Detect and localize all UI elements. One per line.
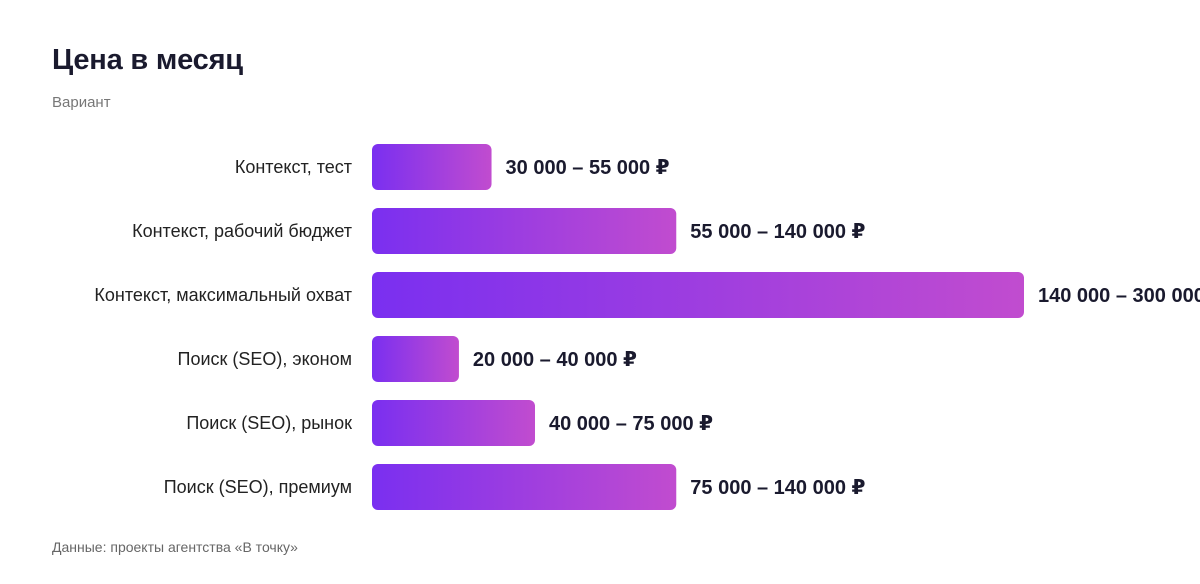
value-label: 75 000 – 140 000 ₽ bbox=[690, 477, 865, 499]
category-label: Поиск (SEO), премиум bbox=[164, 477, 352, 497]
source-note: Данные: проекты агентства «В точку» bbox=[52, 539, 298, 555]
category-label: Поиск (SEO), рынок bbox=[186, 413, 352, 433]
category-label: Контекст, тест bbox=[235, 157, 352, 177]
value-label: 140 000 – 300 000 ₽ bbox=[1038, 285, 1200, 307]
bars-group: Контекст, тест 30 000 – 55 000 ₽ Контекст,… bbox=[94, 144, 1200, 510]
bar bbox=[372, 400, 535, 446]
bar bbox=[372, 464, 677, 510]
category-label: Контекст, рабочий бюджет bbox=[132, 221, 352, 241]
bar bbox=[372, 144, 492, 190]
bar bbox=[372, 336, 459, 382]
chart-subtitle: Вариант bbox=[52, 94, 111, 111]
value-label: 40 000 – 75 000 ₽ bbox=[549, 413, 713, 435]
chart-title: Цена в месяц bbox=[52, 44, 243, 76]
category-label: Поиск (SEO), эконом bbox=[178, 349, 352, 369]
value-label: 20 000 – 40 000 ₽ bbox=[473, 349, 637, 371]
bar bbox=[372, 208, 677, 254]
category-label: Контекст, максимальный охват bbox=[94, 285, 352, 305]
value-label: 55 000 – 140 000 ₽ bbox=[690, 221, 865, 243]
value-label: 30 000 – 55 000 ₽ bbox=[506, 157, 670, 179]
bar bbox=[372, 272, 1024, 318]
